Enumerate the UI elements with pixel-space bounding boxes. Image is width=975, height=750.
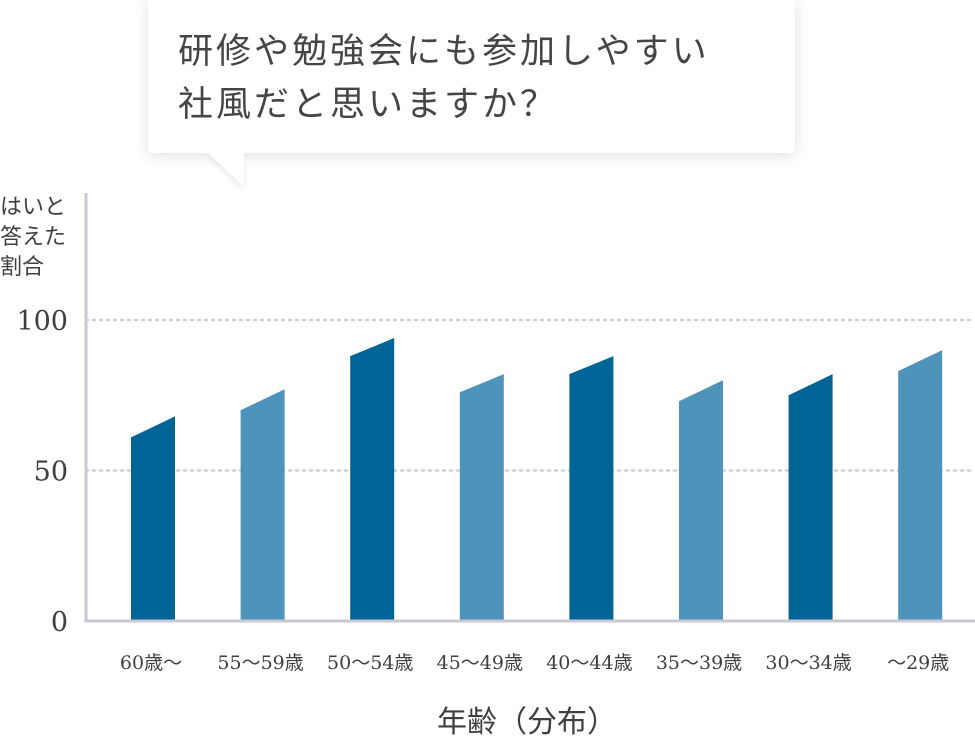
x-tick-label-6: 30〜34歳 (765, 652, 851, 674)
x-tick-label-4: 40〜44歳 (546, 652, 632, 674)
x-tick-label-7: 〜29歳 (887, 652, 949, 674)
y-axis-label-line-2: 答えた (0, 225, 66, 250)
x-axis-title: 年齢（分布） (437, 705, 617, 740)
y-tick-label-100: 100 (16, 306, 68, 337)
question-line-1: 研修や勉強会にも参加しやすい (178, 32, 710, 72)
axes (84, 193, 975, 623)
gridlines (84, 318, 975, 472)
x-tick-label-3: 45〜49歳 (437, 652, 523, 674)
question-line-2: 社風だと思いますか？ (178, 85, 559, 125)
question-bubble: 研修や勉強会にも参加しやすい 社風だと思いますか？ (148, 0, 795, 153)
y-axis-label-line-1: はいと (0, 195, 66, 220)
x-tick-label-1: 55〜59歳 (217, 652, 303, 674)
bar-0 (131, 416, 175, 621)
bar-3 (459, 374, 504, 621)
y-axis-label-line-3: 割合 (0, 255, 44, 280)
x-tick-label-5: 35〜39歳 (656, 652, 742, 674)
bar-4 (569, 356, 614, 621)
x-tick-label-2: 50〜54歳 (327, 652, 413, 674)
bar-7 (898, 350, 943, 621)
bars (131, 338, 943, 621)
bar-6 (788, 374, 833, 621)
y-tick-label-0: 0 (51, 607, 68, 638)
x-tick-label-0: 60歳〜 (120, 652, 182, 674)
bar-5 (679, 380, 723, 621)
bubble-tail (208, 153, 244, 187)
bar-1 (240, 389, 285, 621)
bar-2 (350, 338, 395, 621)
y-tick-label-50: 50 (34, 457, 68, 488)
